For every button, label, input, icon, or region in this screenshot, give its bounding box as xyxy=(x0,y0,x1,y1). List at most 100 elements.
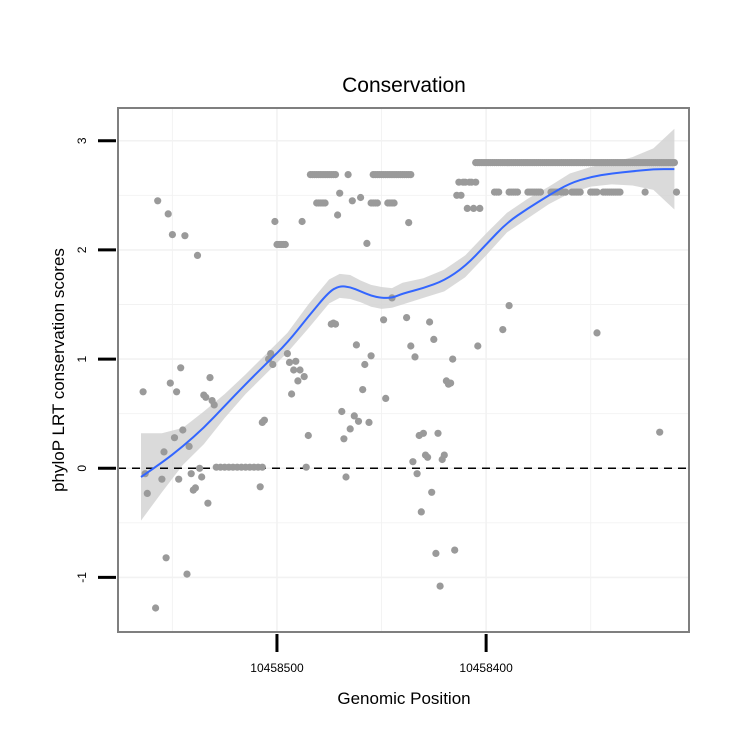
data-point xyxy=(170,434,179,442)
data-point xyxy=(175,475,183,483)
data-point xyxy=(656,428,664,436)
data-points xyxy=(139,159,681,612)
data-point xyxy=(183,570,191,578)
data-point xyxy=(463,204,471,212)
data-point xyxy=(191,484,199,492)
data-point xyxy=(292,357,300,365)
data-point xyxy=(409,458,417,466)
data-point xyxy=(390,199,398,207)
data-point xyxy=(154,197,162,205)
data-point xyxy=(365,418,373,426)
data-point xyxy=(576,188,584,196)
data-point xyxy=(430,335,438,343)
data-point xyxy=(164,210,172,218)
data-point xyxy=(593,188,601,196)
data-point xyxy=(202,393,210,401)
data-point xyxy=(340,435,348,443)
data-point xyxy=(290,366,298,374)
data-point xyxy=(302,463,310,471)
data-point xyxy=(198,473,206,481)
data-point xyxy=(193,251,202,259)
data-point xyxy=(281,240,289,249)
data-point xyxy=(405,219,413,227)
data-point xyxy=(474,342,482,350)
data-point xyxy=(354,417,363,425)
data-point xyxy=(160,448,168,456)
data-point xyxy=(352,341,360,349)
data-point xyxy=(143,489,151,497)
plot-panel xyxy=(117,107,690,633)
data-point xyxy=(321,199,329,207)
data-point xyxy=(256,483,264,491)
confidence-ribbon xyxy=(141,128,675,521)
data-point xyxy=(304,431,312,440)
data-point xyxy=(361,360,369,369)
x-axis-title: Genomic Position xyxy=(337,689,470,708)
data-point xyxy=(403,314,411,322)
data-point xyxy=(139,388,147,396)
data-point xyxy=(641,188,649,196)
data-point xyxy=(472,178,480,186)
data-point xyxy=(411,353,419,361)
data-point xyxy=(593,329,601,337)
data-point xyxy=(173,388,181,396)
data-point xyxy=(168,231,176,239)
data-point xyxy=(357,193,365,202)
data-point xyxy=(162,554,170,562)
smooth-trend-line xyxy=(140,168,675,478)
data-point xyxy=(359,386,367,394)
data-point xyxy=(424,453,432,461)
data-point xyxy=(179,426,187,434)
data-point xyxy=(449,355,457,363)
data-point xyxy=(342,473,350,481)
data-point xyxy=(271,217,279,226)
data-point xyxy=(258,463,266,471)
data-point xyxy=(336,189,344,197)
data-point xyxy=(616,188,624,196)
y-tick-label: 3 xyxy=(75,137,89,144)
y-axis: -1 0 1 2 3 xyxy=(75,137,116,583)
data-point xyxy=(204,499,212,507)
data-point xyxy=(206,374,214,382)
chart-title: Conservation xyxy=(342,74,466,97)
y-tick-label: 2 xyxy=(75,246,89,253)
data-point xyxy=(185,442,193,450)
data-point xyxy=(166,379,174,387)
data-point xyxy=(283,350,291,358)
data-point xyxy=(436,582,444,590)
data-point xyxy=(440,451,448,459)
data-point xyxy=(260,416,268,424)
data-point xyxy=(334,211,342,219)
data-point xyxy=(346,425,354,433)
data-point xyxy=(428,488,436,496)
data-point xyxy=(434,429,442,437)
data-point xyxy=(288,390,296,398)
y-tick-label: 0 xyxy=(75,465,89,472)
y-tick-label: 1 xyxy=(75,355,89,362)
data-point xyxy=(407,171,415,179)
x-tick-label: 10458500 xyxy=(250,661,304,675)
data-point xyxy=(331,320,340,328)
data-point xyxy=(380,316,388,324)
data-point xyxy=(417,508,425,516)
data-point xyxy=(338,407,346,416)
data-point xyxy=(672,188,681,196)
data-point xyxy=(350,412,358,420)
data-point xyxy=(457,191,465,199)
data-point xyxy=(413,470,421,478)
data-point xyxy=(300,373,308,381)
data-point xyxy=(177,364,185,372)
data-point xyxy=(419,429,427,437)
data-point xyxy=(367,352,375,360)
data-point xyxy=(426,318,434,326)
data-point xyxy=(285,358,294,366)
data-point xyxy=(187,470,195,478)
data-point xyxy=(196,464,204,472)
data-point xyxy=(348,197,356,205)
data-point xyxy=(513,188,522,196)
data-point xyxy=(267,350,275,358)
data-point xyxy=(382,394,390,402)
data-point xyxy=(495,188,503,196)
data-point xyxy=(447,379,455,387)
